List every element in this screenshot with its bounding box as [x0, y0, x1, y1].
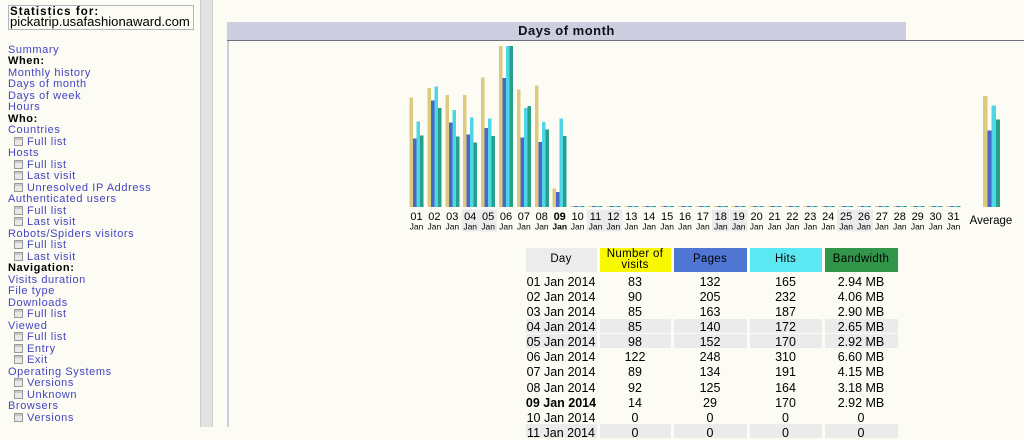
svg-text:29: 29 [912, 211, 924, 223]
svg-text:16: 16 [679, 211, 691, 223]
svg-text:24: 24 [822, 211, 834, 223]
svg-text:Jan: Jan [947, 222, 961, 232]
svg-text:Jan: Jan [571, 222, 585, 232]
svg-text:Jan: Jan [696, 222, 710, 232]
svg-text:25: 25 [840, 211, 852, 223]
svg-text:Jan: Jan [660, 222, 674, 232]
svg-text:Jan: Jan [678, 222, 692, 232]
svg-text:26: 26 [858, 211, 870, 223]
svg-text:Jan: Jan [893, 222, 907, 232]
svg-text:Jan: Jan [750, 222, 764, 232]
svg-text:08: 08 [536, 211, 548, 223]
svg-text:17: 17 [697, 211, 709, 223]
svg-text:Jan: Jan [786, 222, 800, 232]
svg-text:Jan: Jan [463, 222, 477, 232]
svg-text:28: 28 [894, 211, 906, 223]
svg-text:Jan: Jan [875, 222, 889, 232]
svg-text:Jan: Jan [857, 222, 871, 232]
svg-text:27: 27 [876, 211, 888, 223]
svg-text:Jan: Jan [624, 222, 638, 232]
svg-text:Jan: Jan [410, 222, 424, 232]
svg-text:04: 04 [464, 211, 476, 223]
svg-text:20: 20 [750, 211, 762, 223]
svg-text:01: 01 [410, 211, 422, 223]
svg-text:06: 06 [500, 211, 512, 223]
svg-text:Jan: Jan [589, 222, 603, 232]
svg-text:09: 09 [554, 211, 566, 223]
svg-text:Jan: Jan [839, 222, 853, 232]
svg-text:Jan: Jan [607, 222, 621, 232]
svg-text:Jan: Jan [821, 222, 835, 232]
svg-text:Jan: Jan [552, 222, 567, 232]
svg-text:31: 31 [947, 211, 959, 223]
svg-text:13: 13 [625, 211, 637, 223]
svg-text:Jan: Jan [499, 222, 513, 232]
svg-text:14: 14 [643, 211, 655, 223]
svg-text:11: 11 [590, 211, 601, 223]
svg-text:30: 30 [929, 211, 941, 223]
svg-text:Jan: Jan [929, 222, 943, 232]
svg-text:Jan: Jan [732, 222, 746, 232]
svg-text:10: 10 [571, 211, 583, 223]
svg-text:15: 15 [661, 211, 673, 223]
svg-text:Jan: Jan [481, 222, 495, 232]
svg-text:Average: Average [970, 215, 1013, 227]
svg-text:05: 05 [482, 211, 494, 223]
svg-text:Jan: Jan [803, 222, 817, 232]
svg-text:21: 21 [768, 211, 780, 223]
svg-text:02: 02 [428, 211, 440, 223]
svg-text:03: 03 [446, 211, 458, 223]
svg-text:22: 22 [786, 211, 798, 223]
svg-text:Jan: Jan [535, 222, 549, 232]
svg-text:Jan: Jan [768, 222, 782, 232]
svg-text:23: 23 [804, 211, 816, 223]
svg-text:Jan: Jan [428, 222, 442, 232]
svg-text:07: 07 [518, 211, 530, 223]
svg-text:Jan: Jan [714, 222, 728, 232]
svg-text:Jan: Jan [517, 222, 531, 232]
svg-text:Jan: Jan [911, 222, 925, 232]
svg-text:12: 12 [607, 211, 619, 223]
svg-text:Jan: Jan [445, 222, 459, 232]
svg-text:Jan: Jan [642, 222, 656, 232]
svg-text:19: 19 [733, 211, 745, 223]
svg-text:18: 18 [715, 211, 727, 223]
